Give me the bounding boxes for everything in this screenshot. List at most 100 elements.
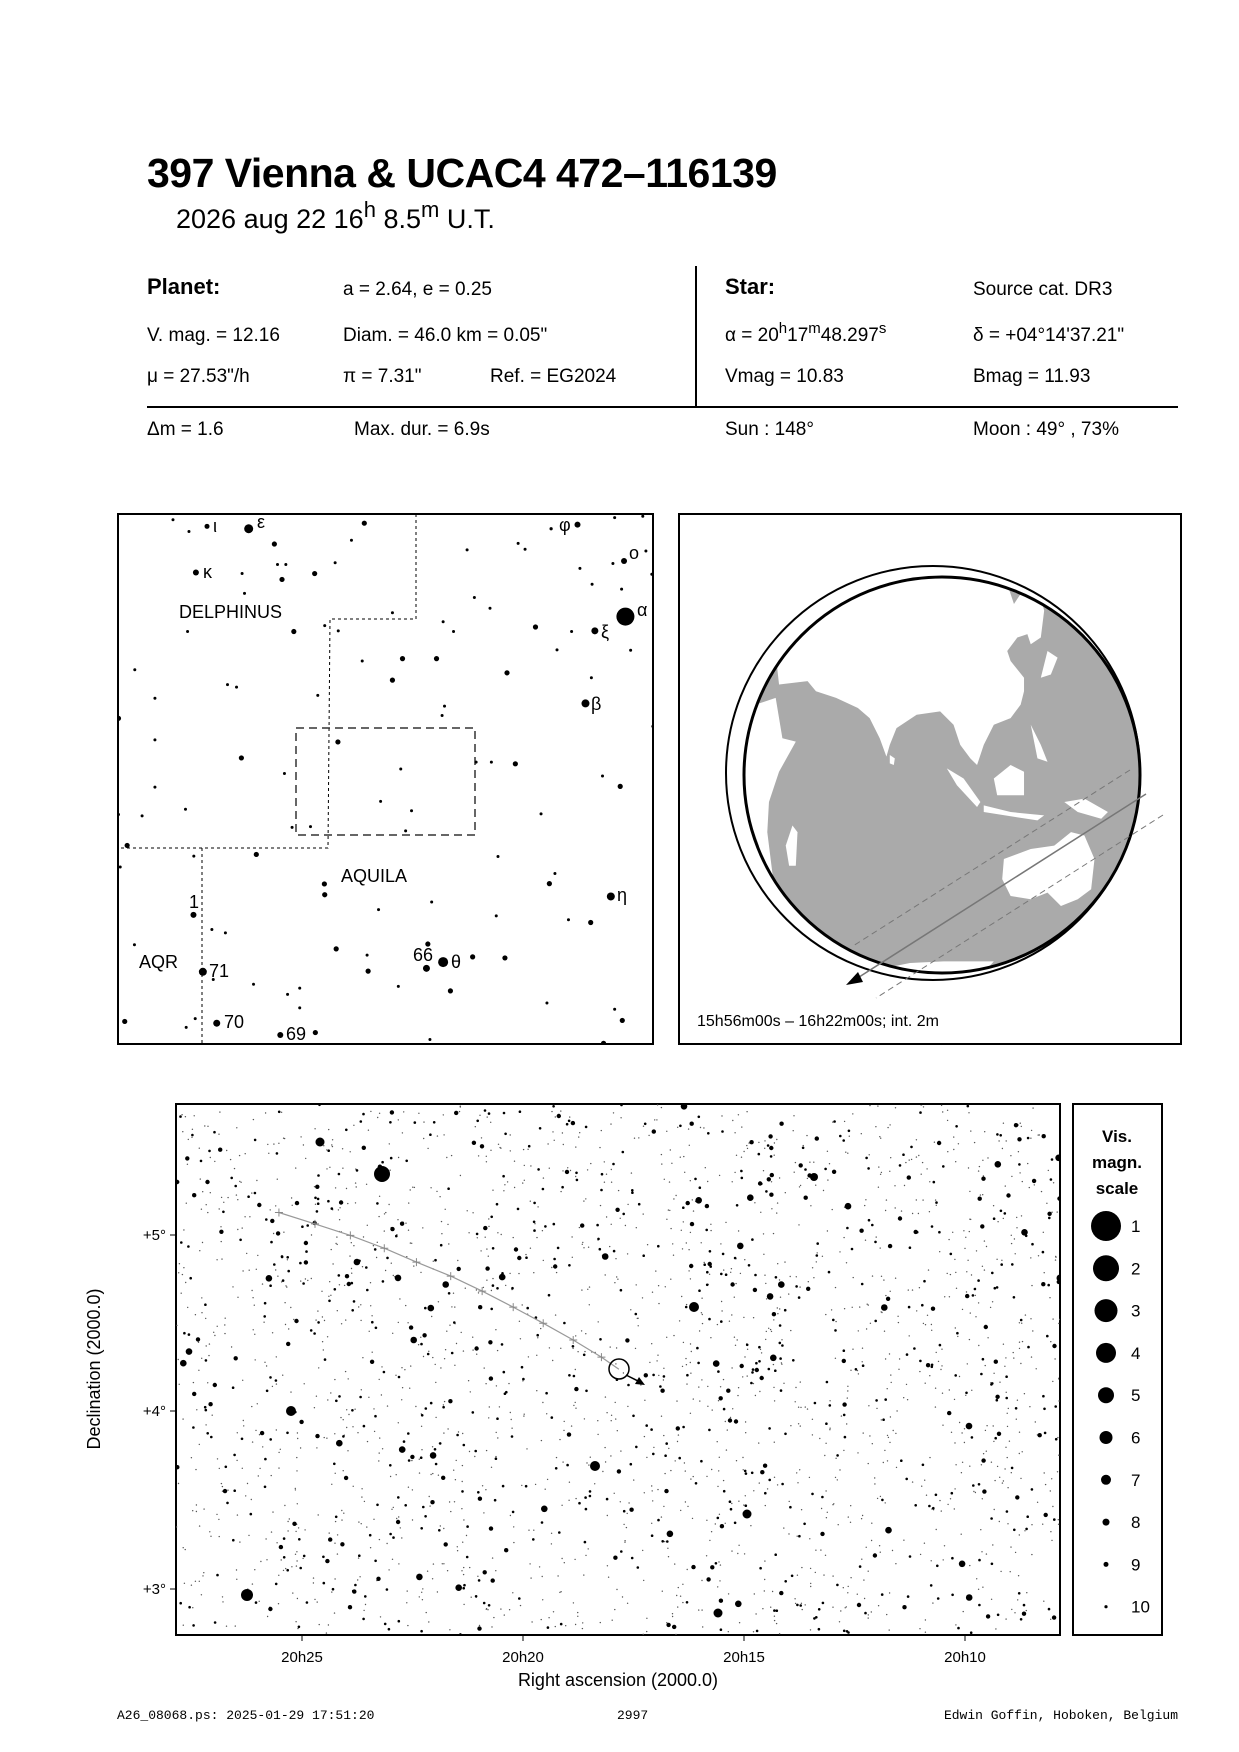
star: [925, 1494, 928, 1496]
star: [464, 1287, 466, 1289]
star: [295, 1621, 297, 1623]
star: [233, 1356, 238, 1361]
star: [529, 1563, 531, 1565]
star: [407, 1322, 409, 1324]
star: [314, 1598, 316, 1601]
star: [773, 1386, 775, 1389]
star: [789, 1505, 792, 1509]
star: [323, 1436, 325, 1439]
star: [295, 1167, 297, 1169]
star: [772, 1363, 775, 1366]
star: [1053, 1518, 1056, 1521]
star: [202, 1575, 204, 1577]
time-tick-icon: [446, 1272, 455, 1281]
star: [234, 1184, 237, 1188]
star: [880, 1275, 883, 1278]
star: [977, 1588, 980, 1591]
star: [529, 1247, 532, 1249]
star: [754, 1394, 757, 1397]
star: [246, 1482, 249, 1485]
star: [569, 1169, 572, 1172]
ra-m-sup: m: [808, 320, 821, 337]
star: [230, 1346, 233, 1348]
star: [821, 1601, 825, 1605]
star: [965, 1394, 967, 1397]
star: [337, 1274, 341, 1277]
star: [672, 1624, 677, 1630]
star: [887, 1436, 890, 1439]
star: [326, 1437, 328, 1439]
star: [995, 1628, 997, 1630]
star: [726, 1388, 731, 1393]
borneo-landmass: [993, 765, 1025, 796]
star: [631, 1191, 634, 1194]
star: [369, 1282, 372, 1284]
star: [773, 1441, 775, 1443]
japan-landmass: [1040, 650, 1058, 678]
star: [365, 953, 369, 957]
table-divider-horizontal: [147, 406, 1178, 408]
star: [620, 587, 624, 591]
star: [345, 1319, 347, 1321]
star: [980, 1372, 983, 1376]
star: [1057, 1196, 1060, 1201]
star: [334, 1578, 336, 1580]
star: [689, 1121, 694, 1126]
star: [699, 1400, 701, 1402]
star: [689, 1412, 692, 1415]
star: [443, 1432, 445, 1434]
star: [620, 1550, 623, 1553]
star: [604, 1461, 607, 1463]
star: [746, 1375, 748, 1377]
star: [885, 1294, 887, 1297]
star: [291, 628, 297, 635]
star: [890, 1374, 892, 1376]
star: [544, 1488, 546, 1490]
star: [760, 1211, 762, 1214]
star: [774, 1369, 777, 1372]
star: [463, 1519, 465, 1521]
star: [346, 1409, 348, 1411]
star: [798, 1224, 800, 1226]
star: [1017, 1151, 1020, 1153]
star: [1011, 1608, 1013, 1611]
star: [314, 1196, 317, 1200]
star-label: 71: [209, 961, 229, 981]
star: [939, 1499, 941, 1502]
star: [293, 1318, 295, 1321]
star: [653, 1446, 655, 1449]
star: [294, 1318, 299, 1324]
star: [183, 1267, 185, 1269]
star-label: ι: [213, 516, 217, 536]
star: [283, 1137, 286, 1140]
star: [496, 1349, 499, 1352]
star: [837, 1524, 839, 1526]
star: [738, 1544, 740, 1547]
star: [1004, 1468, 1006, 1470]
star: [1030, 1356, 1033, 1358]
star: [237, 1199, 239, 1201]
star: [963, 1441, 966, 1444]
star: [569, 1116, 571, 1118]
star: [710, 1337, 712, 1339]
star: [915, 1156, 918, 1158]
star: [635, 1284, 637, 1286]
star: [309, 1329, 313, 1332]
star: [908, 1555, 912, 1558]
star: [299, 1566, 303, 1570]
star: [919, 1359, 922, 1363]
star: [286, 1431, 289, 1435]
star: [701, 1609, 703, 1611]
star: [730, 1268, 733, 1270]
star: [908, 1246, 912, 1249]
star: [333, 1612, 336, 1614]
star: [838, 1621, 841, 1623]
star: [609, 1346, 611, 1348]
star: [728, 1320, 731, 1322]
star: [417, 1344, 420, 1346]
star: [178, 1383, 180, 1386]
star: [377, 908, 381, 912]
star: [877, 1105, 879, 1107]
star: [799, 1604, 802, 1607]
star: [770, 1606, 772, 1608]
